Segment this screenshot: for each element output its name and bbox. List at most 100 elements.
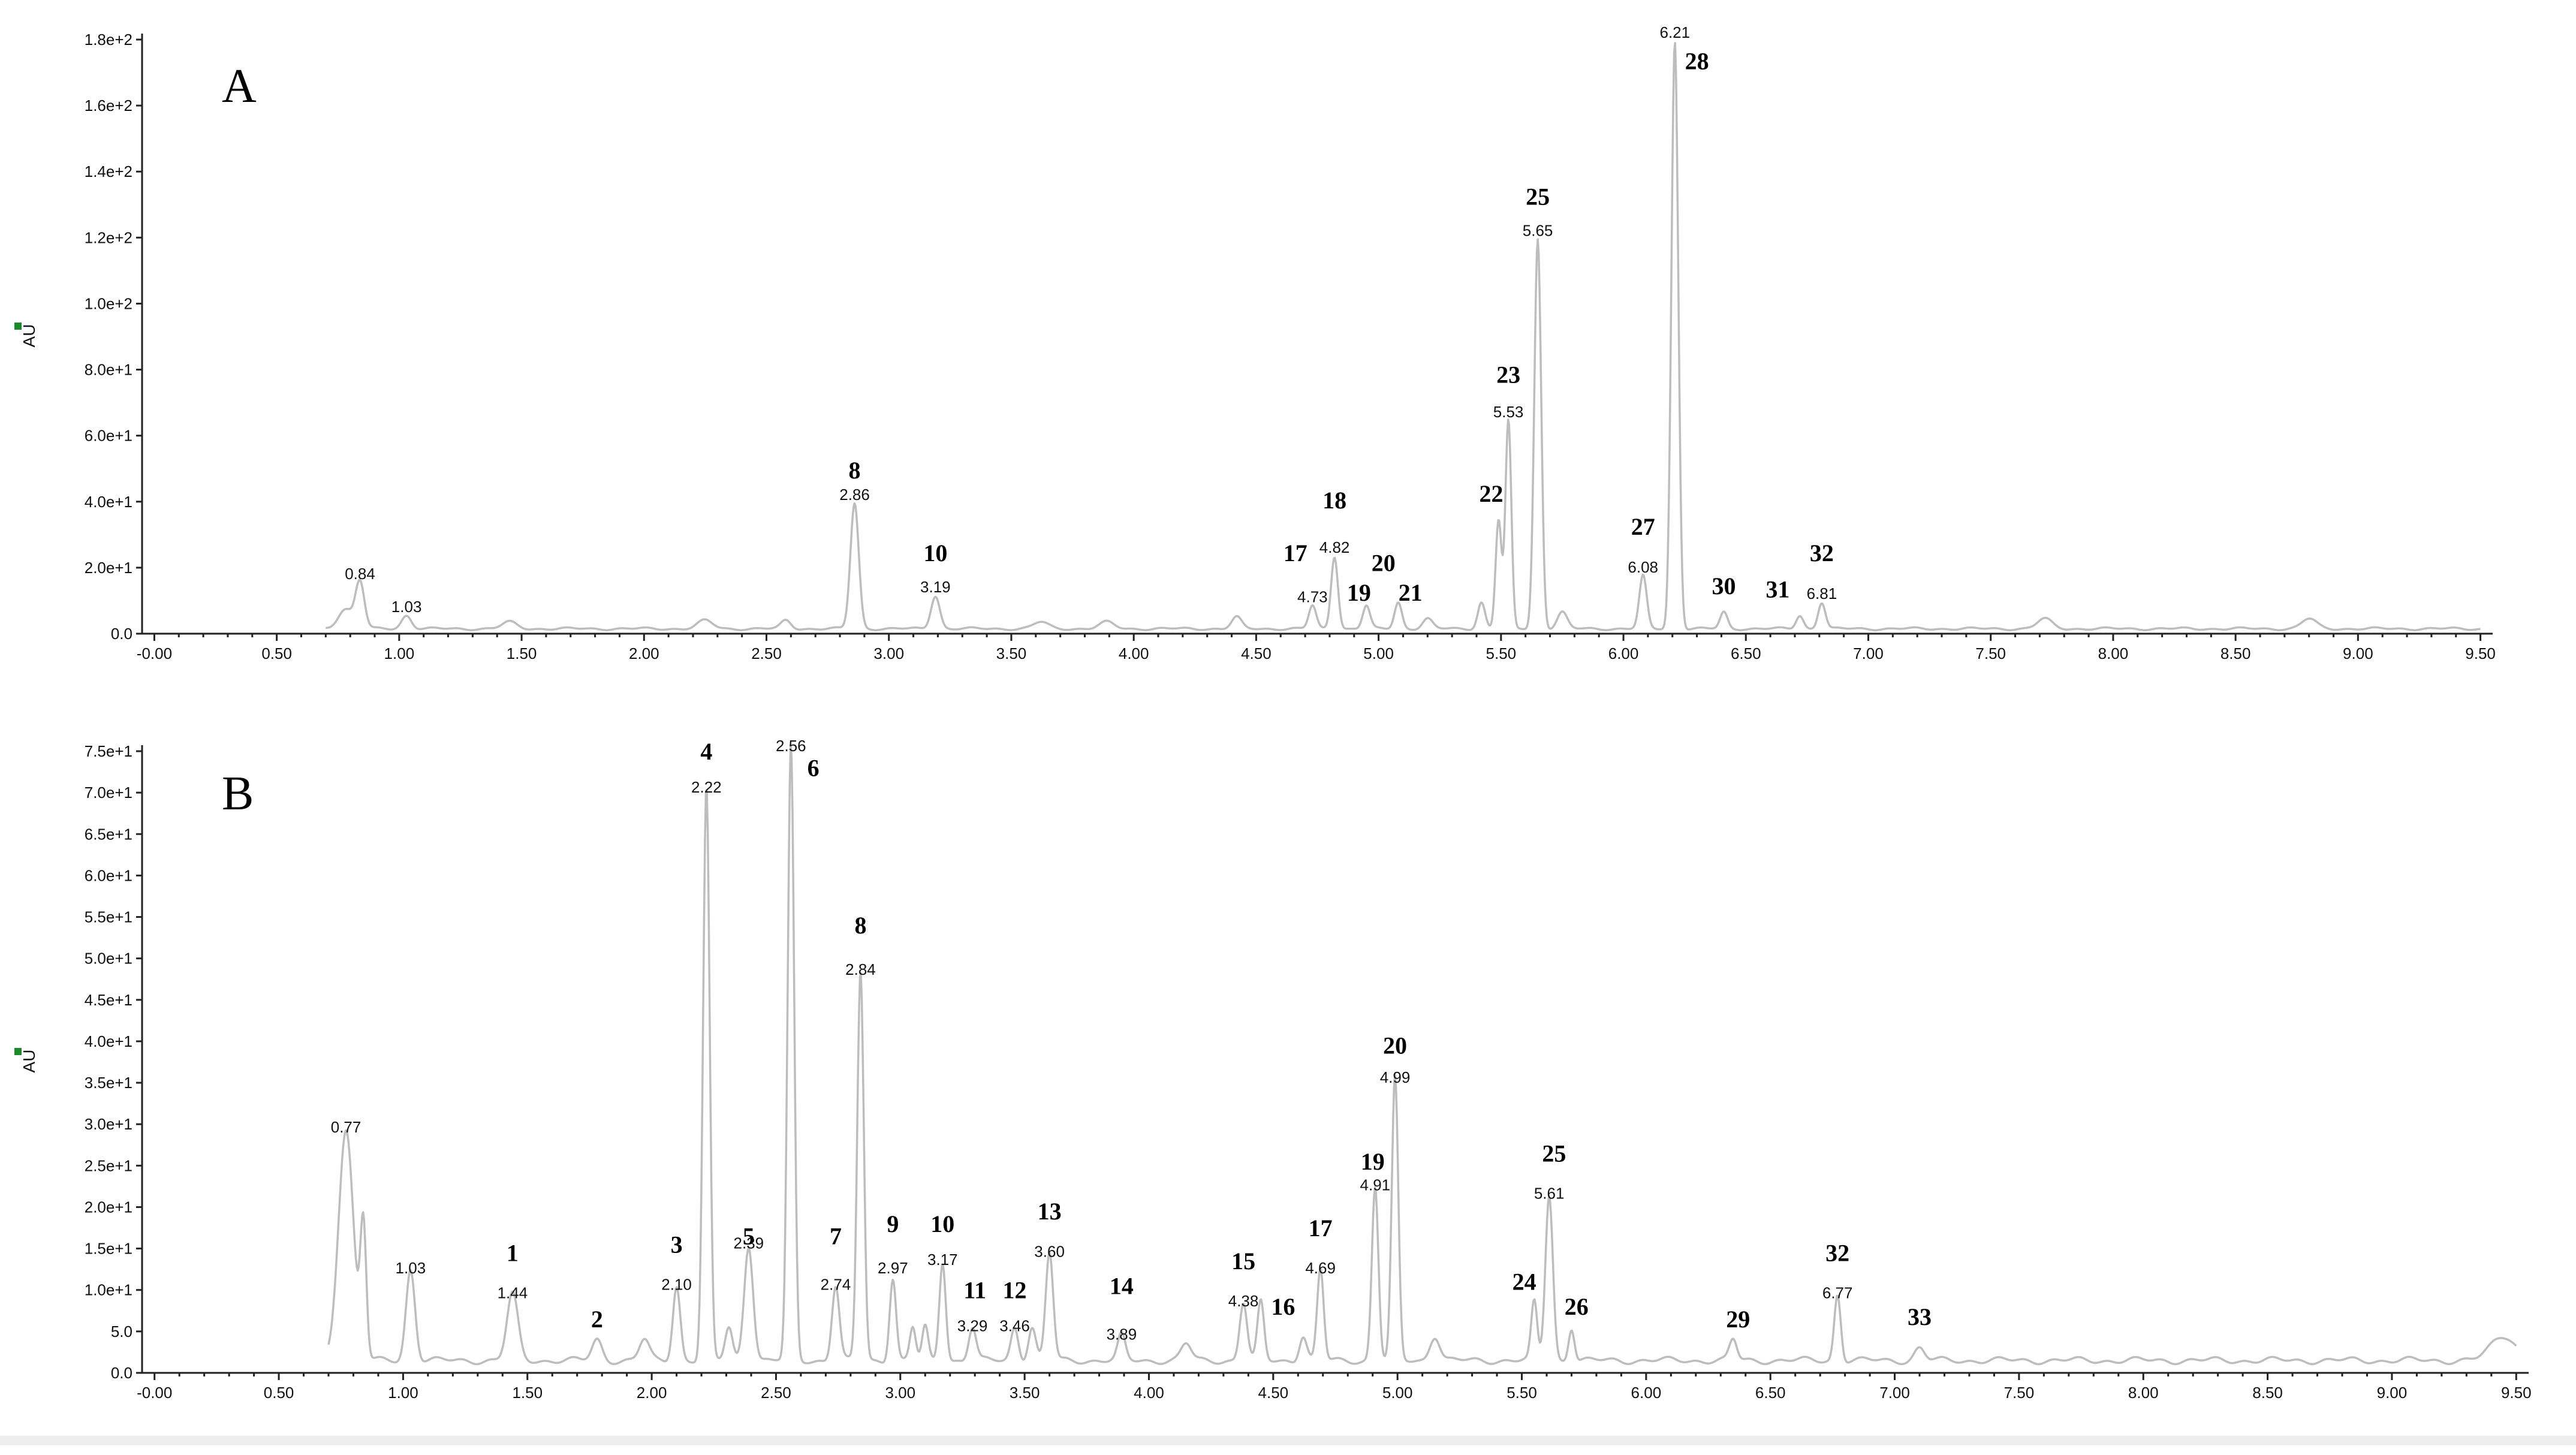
peak-number-label: 31: [1765, 576, 1789, 603]
x-tick-label: 2.00: [629, 644, 659, 662]
y-tick-label: 2.5e+1: [85, 1156, 132, 1174]
panel-b-chromatogram: -0.00 0.50 1.00 1.50 2.00 2.50 3.00 3.50 4.00 4.5…: [14, 737, 2532, 1402]
retention-time-label: 1.44: [498, 1284, 528, 1302]
peak-number-label: 24: [1513, 1269, 1536, 1296]
x-tick-label: 0.50: [264, 1384, 294, 1402]
y-axis-unit-label: AU: [20, 324, 38, 348]
peak-number-label: 22: [1479, 480, 1503, 507]
peak-number-label: 7: [830, 1223, 842, 1250]
peak-number-label: 20: [1372, 549, 1396, 576]
peak-number-label: 2: [591, 1306, 603, 1333]
retention-time-label: 2.22: [691, 778, 722, 796]
peak-number-label: 15: [1231, 1248, 1255, 1275]
retention-time-label: 3.19: [920, 578, 951, 596]
peak-number-label: 17: [1284, 540, 1307, 567]
x-tick-label: 9.50: [2465, 644, 2496, 662]
y-tick-label: 6.0e+1: [85, 866, 132, 884]
x-tick-label: 2.50: [761, 1384, 791, 1402]
retention-time-label: 5.65: [1523, 221, 1553, 239]
x-tick-label: 6.00: [1631, 1384, 1662, 1402]
y-tick-label: 8.0e+1: [85, 361, 132, 379]
y-tick-label: 1.0e+2: [85, 294, 132, 312]
retention-time-label: 2.56: [776, 737, 806, 755]
peak-number-label: 6: [808, 754, 820, 781]
chromatogram-trace: [327, 745, 2517, 1366]
retention-time-label: 4.73: [1297, 588, 1328, 606]
retention-time-label: 3.46: [999, 1317, 1030, 1335]
x-tick-label: 7.00: [1879, 1384, 1910, 1402]
peak-number-label: 17: [1309, 1215, 1333, 1242]
x-tick-label: 7.00: [1853, 644, 1884, 662]
retention-time-label: 3.60: [1034, 1242, 1065, 1260]
x-tick-label: 4.00: [1119, 644, 1149, 662]
y-tick-label: 6.5e+1: [85, 825, 132, 843]
x-tick-label: 9.00: [2377, 1384, 2408, 1402]
peak-number-label: 19: [1361, 1148, 1385, 1175]
retention-time-label: 2.84: [845, 960, 876, 978]
x-tick-label: 8.00: [2128, 1384, 2159, 1402]
x-tick-label: 3.00: [885, 1384, 915, 1402]
y-tick-label: 4.5e+1: [85, 991, 132, 1009]
peak-number-label: 19: [1347, 579, 1371, 606]
peak-number-label: 12: [1003, 1277, 1027, 1304]
x-tick-label: 9.50: [2501, 1384, 2532, 1402]
peak-number-label: 32: [1810, 540, 1834, 567]
peak-number-label: 26: [1565, 1293, 1589, 1320]
retention-time-label: 4.99: [1380, 1068, 1411, 1086]
peak-number-label: 21: [1399, 579, 1423, 606]
x-tick-label: 7.50: [2004, 1384, 2035, 1402]
x-tick-label: 6.50: [1755, 1384, 1786, 1402]
x-tick-label: 5.00: [1363, 644, 1394, 662]
peak-number-label: 3: [671, 1231, 683, 1258]
y-tick-label: 5.0e+1: [85, 950, 132, 968]
retention-time-label: 4.82: [1319, 538, 1350, 556]
y-tick-label: 1.8e+2: [85, 31, 132, 49]
x-tick-label: 5.50: [1486, 644, 1517, 662]
x-tick-label: 8.00: [2098, 644, 2129, 662]
y-tick-label: 2.0e+1: [85, 1198, 132, 1216]
x-tick-label: 2.00: [637, 1384, 667, 1402]
x-tick-label: 8.50: [2221, 644, 2251, 662]
peak-number-label: 25: [1542, 1140, 1566, 1167]
retention-time-label: 4.38: [1228, 1292, 1259, 1310]
x-tick-label: 4.50: [1258, 1384, 1289, 1402]
peak-number-label: 18: [1322, 487, 1346, 514]
retention-time-label: 6.08: [1628, 558, 1658, 576]
x-tick-label: 9.00: [2343, 644, 2373, 662]
x-tick-label: -0.00: [137, 644, 172, 662]
x-tick-label: 1.00: [388, 1384, 418, 1402]
x-tick-label: 4.50: [1241, 644, 1272, 662]
peak-number-label: 13: [1038, 1198, 1062, 1225]
y-tick-label: 3.5e+1: [85, 1074, 132, 1092]
y-axis-unit-label: AU: [20, 1050, 38, 1073]
y-tick-label: 5.5e+1: [85, 908, 132, 926]
chromatogram-trace: [326, 41, 2481, 631]
peak-number-label: 5: [743, 1223, 755, 1250]
retention-time-label: 2.10: [661, 1276, 692, 1294]
retention-time-label: 2.97: [878, 1259, 908, 1277]
peak-number-label: 16: [1271, 1293, 1295, 1320]
x-tick-label: 5.50: [1507, 1384, 1537, 1402]
retention-time-label: 3.89: [1107, 1326, 1137, 1343]
panel-letter-label: A: [222, 60, 257, 113]
retention-time-label: 6.81: [1807, 585, 1837, 603]
retention-time-label: 4.91: [1360, 1176, 1391, 1194]
x-tick-label: 4.00: [1134, 1384, 1164, 1402]
retention-time-label: 2.74: [821, 1276, 851, 1294]
y-tick-label: 1.5e+1: [85, 1240, 132, 1258]
peak-number-label: 11: [963, 1277, 986, 1304]
x-tick-label: 1.50: [512, 1384, 543, 1402]
retention-time-label: 3.17: [927, 1251, 958, 1269]
retention-time-label: 1.03: [396, 1259, 426, 1277]
x-tick-label: 8.50: [2252, 1384, 2283, 1402]
x-tick-label: 1.50: [507, 644, 537, 662]
y-tick-label: 7.0e+1: [85, 784, 132, 802]
retention-time-label: 1.03: [391, 598, 422, 616]
y-tick-label: 4.0e+1: [85, 1032, 132, 1050]
y-tick-label: 0.0: [111, 625, 132, 643]
x-tick-label: 6.00: [1608, 644, 1639, 662]
x-tick-label: -0.00: [137, 1384, 172, 1402]
peak-number-label: 30: [1712, 573, 1736, 600]
panel-a-chromatogram: -0.00 0.50 1.00 1.50 2.00 2.50 3.00 3.50 4.00 4.5…: [14, 23, 2496, 662]
